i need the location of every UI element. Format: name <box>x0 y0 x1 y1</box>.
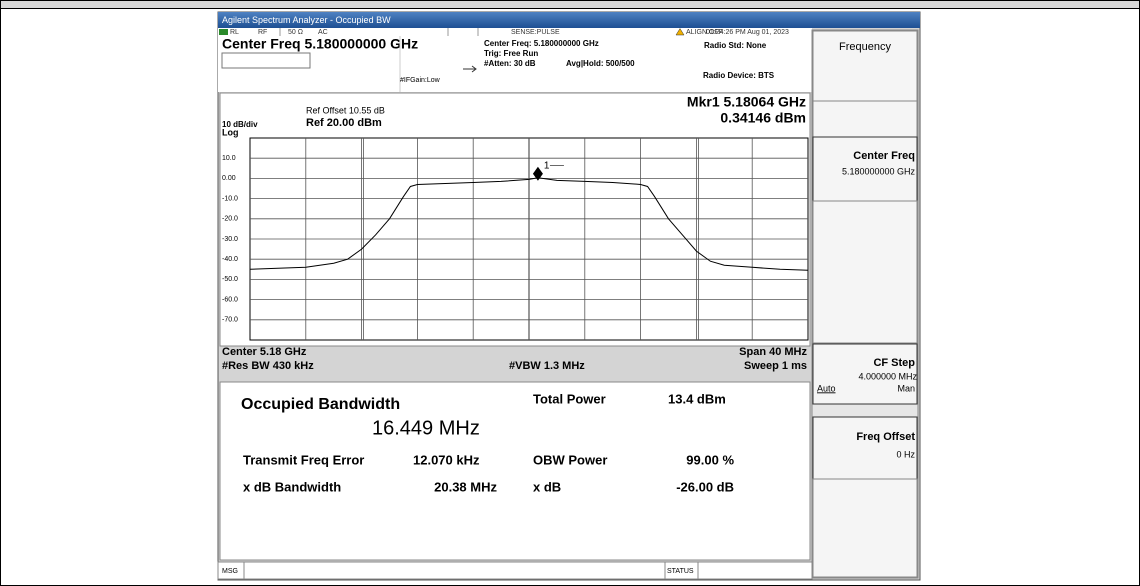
center-freq-setting: Center Freq 5.180000000 GHz <box>222 36 418 52</box>
message-bar <box>217 561 813 580</box>
center-label: Center 5.18 GHz <box>222 346 307 358</box>
softkey-label[interactable]: Center Freq <box>853 150 915 162</box>
marker-label: 1 <box>544 160 550 171</box>
y-tick-label: -70.0 <box>222 317 238 324</box>
result-value: 12.070 kHz <box>413 452 480 467</box>
result-value: 20.38 MHz <box>434 479 497 494</box>
softkey[interactable]: Freq Offset 0 Hz <box>812 416 918 480</box>
vbw-label: #VBW 1.3 MHz <box>509 360 585 372</box>
status-rf: RF <box>258 29 267 36</box>
softkey-frame[interactable] <box>812 136 918 202</box>
status-coupling: AC <box>318 29 328 36</box>
arrow-icon <box>463 65 477 73</box>
results-title: Occupied Bandwidth <box>241 396 400 413</box>
ref-level: Ref 20.00 dBm <box>306 117 382 129</box>
warning-icon <box>675 28 685 36</box>
radio-device: Radio Device: BTS <box>703 71 775 80</box>
status-impedance: 50 Ω <box>288 29 303 36</box>
marker-freq-readout: Mkr1 5.18064 GHz <box>687 94 806 110</box>
occupied-bandwidth: 16.449 MHz <box>372 417 480 439</box>
result-label: x dB <box>533 479 561 494</box>
scale-type: Log <box>222 127 239 137</box>
softkey-frame[interactable] <box>812 30 918 102</box>
status-strip <box>218 28 812 36</box>
total-power: 13.4 dBm <box>668 391 726 406</box>
softkey-menu-title[interactable]: Frequency <box>839 41 891 53</box>
y-tick-label: -10.0 <box>222 195 238 202</box>
sweep-label: Sweep 1 ms <box>744 360 807 372</box>
y-tick-label: -30.0 <box>222 236 238 243</box>
result-value: -26.00 dB <box>676 479 734 494</box>
status-align: ALIGN OFF <box>686 29 723 36</box>
softkey-option[interactable]: Auto <box>817 383 836 393</box>
scale-per-div: 10 dB/div <box>222 120 258 129</box>
results-panel <box>219 381 811 561</box>
softkey[interactable]: Center Freq 5.180000000 GHz <box>812 136 918 202</box>
softkey-value[interactable]: 0 Hz <box>896 449 915 459</box>
status-rl: RL <box>230 29 239 36</box>
center-freq-info: Center Freq: 5.180000000 GHz <box>484 39 599 48</box>
atten: #Atten: 30 dB <box>484 59 536 68</box>
window-title: Agilent Spectrum Analyzer - Occupied BW <box>222 15 391 25</box>
status-label: STATUS <box>667 568 694 575</box>
softkey-label[interactable]: Freq Offset <box>856 431 915 443</box>
table-header <box>0 0 1140 9</box>
result-label: Transmit Freq Error <box>243 452 364 467</box>
status-sense: SENSE:PULSE <box>511 29 560 36</box>
trace <box>249 177 809 271</box>
result-label: OBW Power <box>533 452 607 467</box>
result-value: 99.00 % <box>686 452 734 467</box>
radio-std: Radio Std: None <box>704 41 767 50</box>
softkey-label[interactable]: CF Step <box>873 357 915 369</box>
lxi-icon <box>219 29 228 35</box>
entry-box <box>221 52 311 69</box>
span-label: Span 40 MHz <box>739 346 807 358</box>
if-gain: #IFGain:Low <box>400 77 441 84</box>
y-tick-label: -50.0 <box>222 276 238 283</box>
softkey[interactable]: Frequency <box>812 30 918 102</box>
y-tick-label: 10.0 <box>222 155 236 162</box>
ref-offset: Ref Offset 10.55 dB <box>306 105 385 115</box>
softkey-blank <box>812 478 918 578</box>
trig: Trig: Free Run <box>484 49 538 58</box>
softkey-frame[interactable] <box>812 416 918 480</box>
softkey-value[interactable]: 4.000000 MHz <box>858 371 917 381</box>
softkey[interactable]: CF Step 4.000000 MHz Auto Man <box>812 343 918 405</box>
result-label: x dB Bandwidth <box>243 479 341 494</box>
softkey-blank <box>812 100 918 138</box>
y-tick-label: -60.0 <box>222 296 238 303</box>
softkey-value[interactable]: 5.180000000 GHz <box>842 166 916 176</box>
msg-label: MSG <box>222 568 238 575</box>
status-time: 01:24:26 PM Aug 01, 2023 <box>706 29 789 36</box>
y-tick-label: -40.0 <box>222 256 238 263</box>
res-bw-label: #Res BW 430 kHz <box>222 360 314 372</box>
title-bar <box>218 12 920 28</box>
avg-hold: Avg|Hold: 500/500 <box>566 59 635 68</box>
softkey-blank <box>812 200 918 344</box>
settings-panel <box>218 36 812 92</box>
softkey-frame[interactable] <box>812 343 918 405</box>
y-tick-label: -20.0 <box>222 216 238 223</box>
plot: 10.0 0.00 -10.0 -20.0 -30.0 -40.0 -50.0 -60.0 -7… <box>222 137 809 341</box>
softkey-option[interactable]: Man <box>897 383 915 393</box>
marker-level-readout: 0.34146 dBm <box>720 110 806 126</box>
marker <box>532 166 543 181</box>
y-tick-label: 0.00 <box>222 175 236 182</box>
total-power-label: Total Power <box>533 391 606 406</box>
